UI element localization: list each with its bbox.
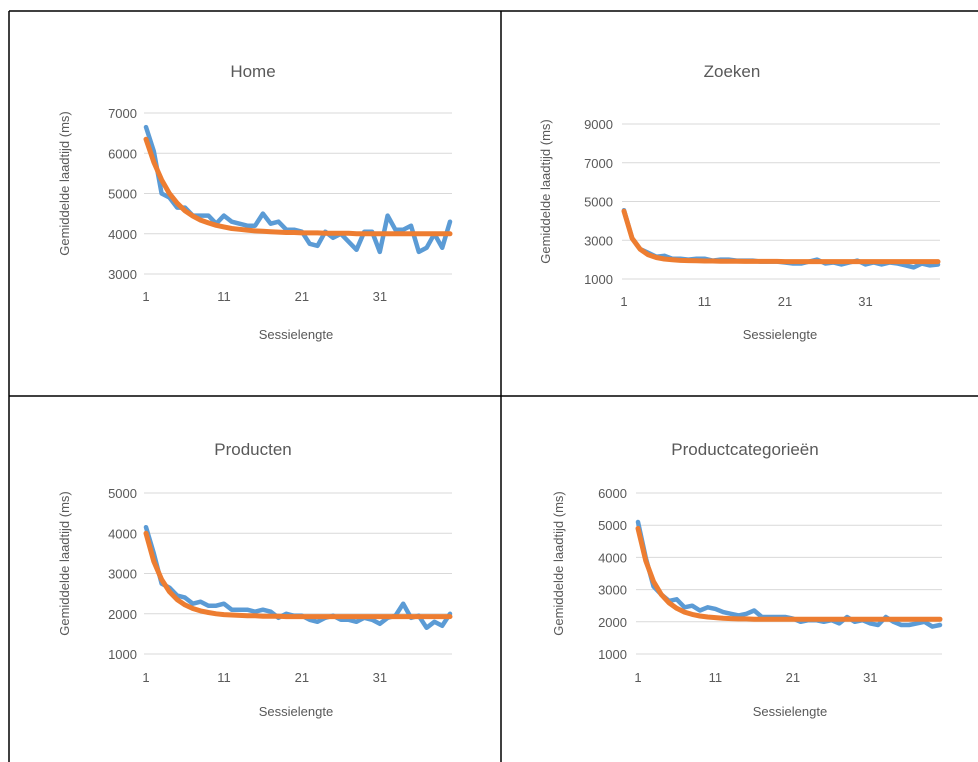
y-tick-label: 3000	[584, 233, 613, 248]
table-borders	[8, 10, 978, 762]
x-axis-label: Sessielengte	[753, 704, 827, 719]
y-tick-label: 7000	[108, 106, 137, 121]
y-tick-labels: 1000 3000 5000 7000 9000	[584, 117, 613, 287]
y-axis-label: Gemiddelde laadtijd (ms)	[551, 491, 566, 636]
y-tick-labels: 1000 2000 3000 4000 5000	[108, 486, 137, 662]
x-tick-label: 1	[620, 294, 627, 309]
x-tick-label: 11	[709, 670, 723, 685]
x-tick-label: 31	[858, 294, 872, 309]
x-tick-label: 1	[634, 670, 641, 685]
y-tick-label: 3000	[108, 567, 137, 582]
x-axis-label: Sessielengte	[259, 704, 333, 719]
chart-title: Zoeken	[704, 62, 761, 81]
x-tick-label: 21	[786, 670, 800, 685]
x-tick-label: 11	[217, 289, 231, 304]
y-tick-label: 5000	[108, 187, 137, 202]
y-gridlines	[622, 123, 940, 280]
chart-title: Productcategorieën	[671, 440, 818, 459]
y-tick-label: 7000	[584, 156, 613, 171]
x-tick-labels: 1 11 21 31	[634, 670, 877, 685]
x-tick-labels: 1 11 21 31	[620, 294, 872, 309]
y-tick-label: 5000	[584, 195, 613, 210]
x-tick-label: 21	[778, 294, 792, 309]
chart-title: Home	[230, 62, 275, 81]
y-tick-label: 2000	[598, 615, 627, 630]
x-tick-label: 1	[142, 670, 149, 685]
y-tick-label: 1000	[584, 272, 613, 287]
y-tick-label: 4000	[108, 526, 137, 541]
y-tick-label: 1000	[108, 647, 137, 662]
y-gridlines	[144, 112, 452, 275]
series-line-trend	[143, 530, 453, 620]
y-tick-label: 2000	[108, 607, 137, 622]
y-gridlines	[636, 492, 942, 655]
x-tick-label: 31	[373, 670, 387, 685]
y-tick-label: 9000	[584, 117, 613, 132]
y-axis-label: Gemiddelde laadtijd (ms)	[57, 111, 72, 256]
y-tick-label: 3000	[598, 583, 627, 598]
x-axis-label: Sessielengte	[259, 327, 333, 342]
chart-panel-productcategorieen: Productcategorieën 1000 2000 3000 4000 5000 6…	[551, 440, 943, 719]
y-gridlines	[144, 492, 452, 655]
x-axis-label: Sessielengte	[743, 327, 817, 342]
y-tick-labels: 3000 4000 5000 6000 7000	[108, 106, 137, 282]
y-axis-label: Gemiddelde laadtijd (ms)	[57, 491, 72, 636]
x-tick-label: 11	[217, 670, 231, 685]
x-tick-label: 21	[295, 670, 309, 685]
series-line-actual	[143, 524, 453, 631]
y-tick-label: 3000	[108, 267, 137, 282]
y-tick-label: 6000	[598, 486, 627, 501]
x-tick-label: 31	[863, 670, 877, 685]
y-tick-label: 5000	[598, 518, 627, 533]
y-tick-label: 5000	[108, 486, 137, 501]
y-tick-label: 4000	[108, 227, 137, 242]
x-tick-labels: 1 11 21 31	[142, 670, 387, 685]
y-tick-label: 4000	[598, 550, 627, 565]
y-tick-label: 6000	[108, 146, 137, 161]
x-tick-label: 11	[698, 294, 712, 309]
x-tick-label: 31	[373, 289, 387, 304]
y-tick-labels: 1000 2000 3000 4000 5000 6000	[598, 486, 627, 662]
series-line-trend	[143, 136, 453, 237]
y-axis-label: Gemiddelde laadtijd (ms)	[538, 119, 553, 264]
series-line-trend	[635, 525, 943, 622]
series-line-trend	[621, 208, 941, 265]
x-tick-label: 1	[142, 289, 149, 304]
x-tick-labels: 1 11 21 31	[142, 289, 387, 304]
x-tick-label: 21	[295, 289, 309, 304]
y-tick-label: 1000	[598, 647, 627, 662]
chart-title: Producten	[214, 440, 292, 459]
